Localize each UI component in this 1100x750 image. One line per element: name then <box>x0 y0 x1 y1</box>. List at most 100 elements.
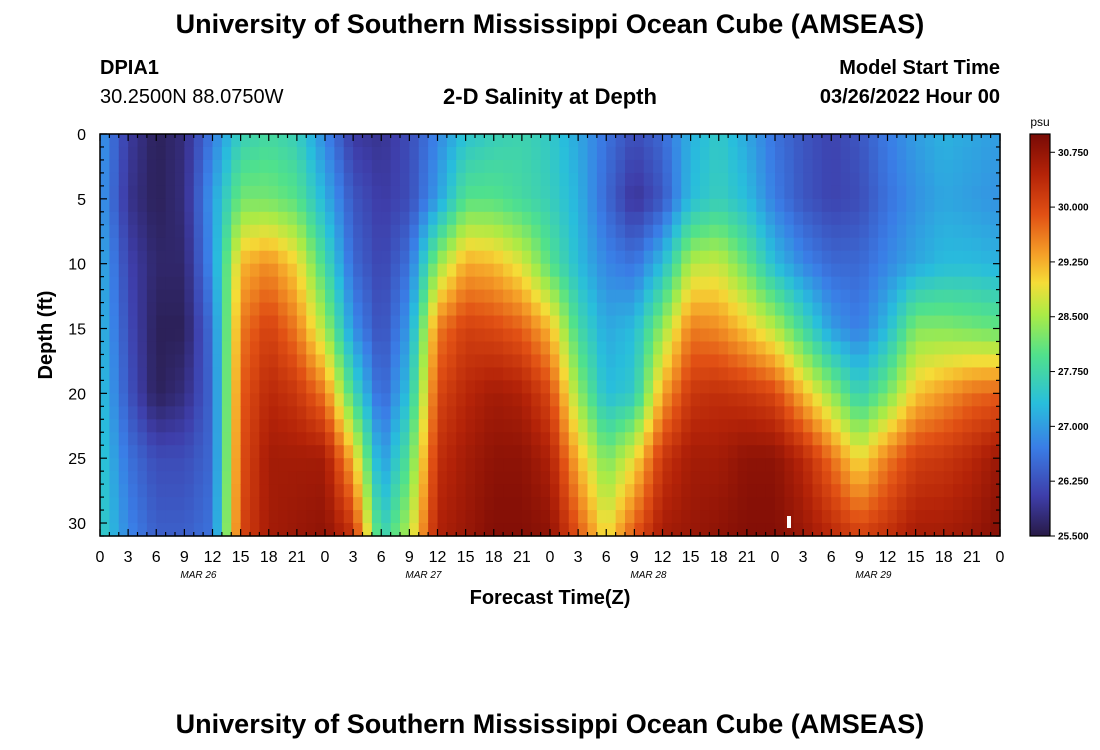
heatmap-cell <box>934 224 945 239</box>
heatmap-cell <box>578 367 589 381</box>
heatmap-cell <box>990 198 1001 213</box>
heatmap-cell <box>456 367 467 381</box>
heatmap-cell <box>943 198 954 213</box>
heatmap-cell <box>868 276 879 291</box>
heatmap-cell <box>803 134 814 148</box>
heatmap-cell <box>540 237 551 252</box>
heatmap-cell <box>146 484 157 498</box>
heatmap-cell <box>493 406 504 420</box>
heatmap-cell <box>512 146 523 161</box>
heatmap-cell <box>465 471 476 485</box>
heatmap-cell <box>953 341 964 356</box>
heatmap-cell <box>906 172 917 187</box>
heatmap-cell <box>643 237 654 252</box>
heatmap-cell <box>521 458 532 472</box>
heatmap-cell <box>521 497 532 511</box>
heatmap-cell <box>803 211 814 226</box>
heatmap-cell <box>990 211 1001 226</box>
heatmap-cell <box>718 367 729 381</box>
heatmap-cell <box>550 341 560 356</box>
heatmap-cell <box>915 484 926 498</box>
heatmap-cell <box>550 393 560 407</box>
heatmap-cell <box>475 315 485 330</box>
heatmap-cell <box>315 302 326 317</box>
heatmap-cell <box>550 224 560 239</box>
heatmap-cell <box>325 510 335 524</box>
heatmap-cell <box>934 134 945 148</box>
heatmap-cell <box>231 471 242 485</box>
heatmap-cell <box>850 159 860 174</box>
heatmap-cell <box>456 471 467 485</box>
heatmap-cell <box>475 380 485 394</box>
heatmap-cell <box>165 185 176 200</box>
heatmap-cell <box>746 315 757 330</box>
heatmap-cell <box>521 315 532 330</box>
heatmap-cell <box>840 289 851 304</box>
x-tick-label: 18 <box>710 549 728 566</box>
heatmap-cell <box>803 510 814 524</box>
heatmap-cell <box>653 198 664 213</box>
heatmap-cell <box>775 445 785 459</box>
heatmap-cell <box>550 134 560 148</box>
heatmap-cell <box>409 211 420 226</box>
heatmap-cell <box>465 393 476 407</box>
heatmap-cell <box>981 315 992 330</box>
heatmap-cell <box>653 484 664 498</box>
heatmap-cell <box>793 497 804 511</box>
heatmap-cell <box>456 393 467 407</box>
heatmap-cell <box>325 458 335 472</box>
heatmap-cell <box>287 393 298 407</box>
heatmap-cell <box>137 211 148 226</box>
heatmap-cell <box>100 523 110 537</box>
heatmap-cell <box>615 185 626 200</box>
heatmap-cell <box>109 341 120 356</box>
heatmap-cell <box>512 484 523 498</box>
heatmap-cell <box>878 341 889 356</box>
heatmap-cell <box>259 134 270 148</box>
heatmap-cell <box>118 406 129 420</box>
heatmap-cell <box>887 289 898 304</box>
heatmap-cell <box>409 523 420 537</box>
heatmap-cell <box>878 198 889 213</box>
heatmap-cell <box>465 250 476 265</box>
heatmap-cell <box>943 276 954 291</box>
heatmap-cell <box>446 315 457 330</box>
heatmap-cell <box>718 159 729 174</box>
heatmap-cell <box>831 211 842 226</box>
heatmap-cell <box>184 458 195 472</box>
heatmap-cell <box>521 354 532 369</box>
heatmap-cell <box>596 146 607 161</box>
heatmap-cell <box>465 172 476 187</box>
heatmap-cell <box>728 211 739 226</box>
heatmap-cell <box>325 224 335 239</box>
heatmap-cell <box>878 354 889 369</box>
heatmap-cell <box>831 367 842 381</box>
heatmap-cell <box>578 497 589 511</box>
heatmap-cell <box>840 211 851 226</box>
heatmap-cell <box>315 406 326 420</box>
heatmap-cell <box>587 211 598 226</box>
heatmap-cell <box>306 497 317 511</box>
heatmap-cell <box>906 315 917 330</box>
heatmap-cell <box>259 354 270 369</box>
heatmap-cell <box>878 432 889 446</box>
heatmap-cell <box>456 172 467 187</box>
heatmap-cell <box>896 276 907 291</box>
heatmap-cell <box>803 289 814 304</box>
heatmap-cell <box>981 224 992 239</box>
heatmap-cell <box>278 341 289 356</box>
heatmap-cell <box>615 146 626 161</box>
heatmap-cell <box>859 276 870 291</box>
heatmap-cell <box>981 471 992 485</box>
y-tick-label: 25 <box>68 451 86 468</box>
heatmap-cell <box>953 471 964 485</box>
heatmap-cell <box>990 315 1001 330</box>
heatmap-cell <box>371 419 382 433</box>
heatmap-cell <box>831 393 842 407</box>
heatmap-cell <box>137 406 148 420</box>
heatmap-cell <box>784 341 795 356</box>
heatmap-cell <box>503 224 514 239</box>
heatmap-cell <box>146 172 157 187</box>
heatmap-cell <box>240 146 251 161</box>
heatmap-cell <box>296 263 307 278</box>
